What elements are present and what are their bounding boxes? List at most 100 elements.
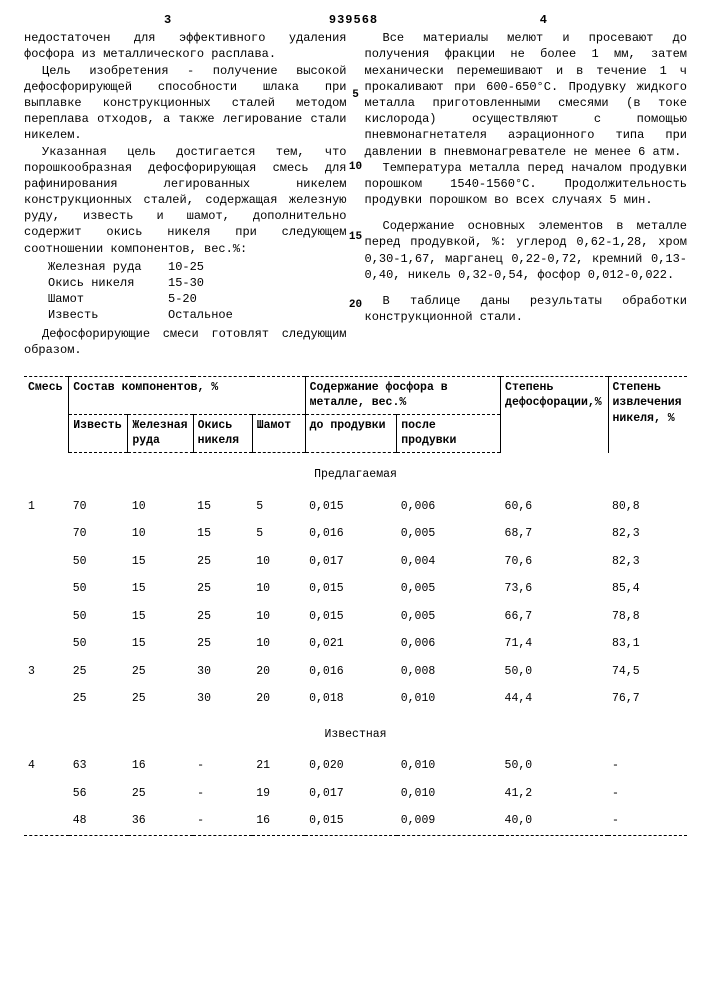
cell-sh: 5 — [252, 493, 305, 521]
cell-ni: 80,8 — [608, 493, 687, 521]
para-l4: Дефосфорирующие смеси готовлят следующим… — [24, 326, 347, 358]
cell-ni: - — [608, 780, 687, 808]
column-number-left: 3 — [164, 12, 171, 28]
comp-row: Шамот 5-20 — [48, 291, 347, 307]
cell-iz: 50 — [69, 630, 128, 658]
table-row: 501525100,0170,00470,682,3 — [24, 548, 687, 576]
cell-n — [24, 575, 69, 603]
page: 939568 3 4 5 10 15 20 недостаточен для э… — [0, 0, 707, 1000]
cell-ok: 15 — [193, 493, 252, 521]
cell-iz: 70 — [69, 493, 128, 521]
table-row: 5625-190,0170,01041,2- — [24, 780, 687, 808]
para-r4: В таблице даны результаты обработки конс… — [365, 293, 688, 325]
cell-a: 0,004 — [397, 548, 501, 576]
th-mix: Смесь — [24, 376, 69, 452]
th-comp: Состав компонентов, % — [69, 376, 305, 414]
cell-b: 0,017 — [305, 548, 397, 576]
cell-b: 0,017 — [305, 780, 397, 808]
th-after: после продувки — [397, 414, 501, 452]
comp-name: Железная руда — [48, 259, 168, 275]
left-column: недостаточен для эффективного удаления ф… — [24, 30, 347, 358]
para-l3: Указанная цель достигается тем, что поро… — [24, 144, 347, 257]
cell-ru: 25 — [128, 780, 193, 808]
cell-ni: 76,7 — [608, 685, 687, 713]
dash-line — [24, 835, 687, 836]
line-marker-5: 5 — [352, 88, 359, 103]
cell-sh: 20 — [252, 685, 305, 713]
th-ruda: Железная руда — [128, 414, 193, 452]
cell-ok: - — [193, 807, 252, 835]
cell-d: 41,2 — [501, 780, 608, 808]
cell-ni: 82,3 — [608, 548, 687, 576]
section-label: Известная — [24, 713, 687, 753]
comp-row: Железная руда 10-25 — [48, 259, 347, 275]
cell-n — [24, 807, 69, 835]
th-okis: Окись никеля — [193, 414, 252, 452]
cell-ni: 82,3 — [608, 520, 687, 548]
cell-sh: 10 — [252, 603, 305, 631]
comp-row: Окись никеля 15-30 — [48, 275, 347, 291]
cell-sh: 16 — [252, 807, 305, 835]
cell-ru: 15 — [128, 548, 193, 576]
cell-ru: 10 — [128, 493, 193, 521]
th-nickel: Степень извлечения никеля, % — [608, 376, 687, 452]
cell-ru: 25 — [128, 658, 193, 686]
table-body: Предлагаемая170101550,0150,00660,680,870… — [24, 453, 687, 836]
cell-ru: 15 — [128, 575, 193, 603]
cell-a: 0,006 — [397, 630, 501, 658]
cell-b: 0,018 — [305, 685, 397, 713]
cell-b: 0,020 — [305, 752, 397, 780]
section-row: Предлагаемая — [24, 453, 687, 493]
cell-b: 0,015 — [305, 603, 397, 631]
cell-ni: 74,5 — [608, 658, 687, 686]
cell-ni: 78,8 — [608, 603, 687, 631]
th-izvest: Известь — [69, 414, 128, 452]
section-label: Предлагаемая — [24, 453, 687, 493]
cell-sh: 10 — [252, 630, 305, 658]
cell-ok: - — [193, 780, 252, 808]
cell-a: 0,010 — [397, 752, 501, 780]
cell-ni: - — [608, 807, 687, 835]
cell-ru: 15 — [128, 630, 193, 658]
table-row: 46316-210,0200,01050,0- — [24, 752, 687, 780]
cell-sh: 10 — [252, 548, 305, 576]
cell-a: 0,008 — [397, 658, 501, 686]
table-row: 4836-160,0150,00940,0- — [24, 807, 687, 835]
cell-iz: 25 — [69, 685, 128, 713]
cell-iz: 48 — [69, 807, 128, 835]
cell-iz: 56 — [69, 780, 128, 808]
cell-iz: 63 — [69, 752, 128, 780]
cell-iz: 50 — [69, 575, 128, 603]
cell-iz: 70 — [69, 520, 128, 548]
comp-val: Остальное — [168, 307, 233, 323]
cell-n — [24, 520, 69, 548]
cell-a: 0,010 — [397, 780, 501, 808]
cell-d: 68,7 — [501, 520, 608, 548]
cell-d: 73,6 — [501, 575, 608, 603]
comp-val: 5-20 — [168, 291, 197, 307]
document-number: 939568 — [329, 12, 378, 28]
cell-sh: 19 — [252, 780, 305, 808]
cell-a: 0,005 — [397, 520, 501, 548]
cell-ru: 36 — [128, 807, 193, 835]
cell-ok: 25 — [193, 603, 252, 631]
cell-b: 0,021 — [305, 630, 397, 658]
cell-d: 40,0 — [501, 807, 608, 835]
cell-ni: 83,1 — [608, 630, 687, 658]
th-phos: Содержание фосфора в металле, вес.% — [305, 376, 500, 414]
table-row: 3252530200,0160,00850,074,5 — [24, 658, 687, 686]
cell-ni: 85,4 — [608, 575, 687, 603]
cell-a: 0,006 — [397, 493, 501, 521]
cell-a: 0,005 — [397, 603, 501, 631]
para-l2: Цель изобретения - получение высокой деф… — [24, 63, 347, 144]
th-shamot: Шамот — [252, 414, 305, 452]
cell-d: 70,6 — [501, 548, 608, 576]
table-row: 170101550,0150,00660,680,8 — [24, 493, 687, 521]
cell-d: 66,7 — [501, 603, 608, 631]
results-table: Смесь Состав компонентов, % Содержание ф… — [24, 376, 687, 836]
cell-iz: 50 — [69, 603, 128, 631]
cell-ok: 30 — [193, 658, 252, 686]
cell-b: 0,016 — [305, 658, 397, 686]
comp-val: 15-30 — [168, 275, 204, 291]
component-list: Железная руда 10-25 Окись никеля 15-30 Ш… — [48, 259, 347, 324]
